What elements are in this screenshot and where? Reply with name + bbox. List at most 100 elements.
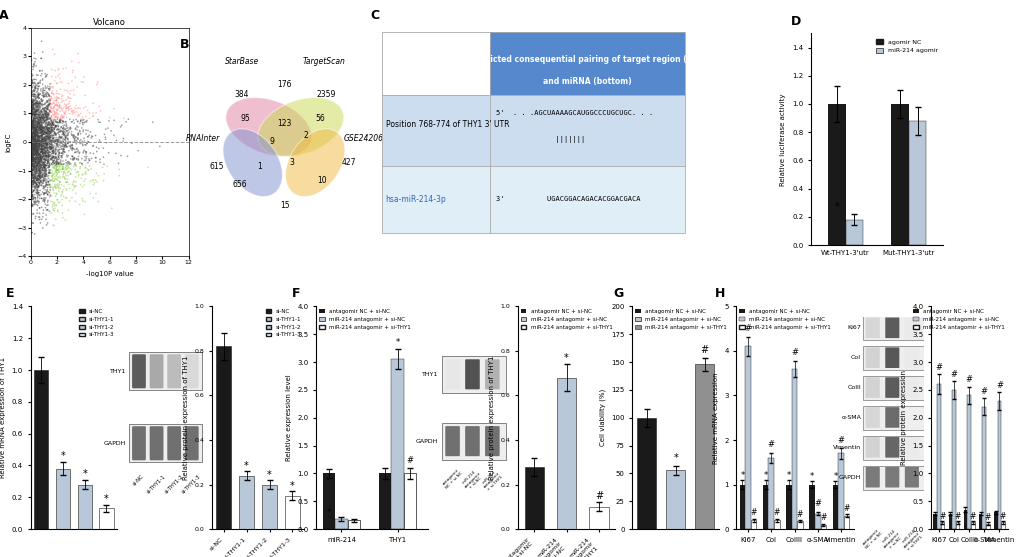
Point xyxy=(25,98,42,107)
Point xyxy=(24,154,41,163)
Point xyxy=(49,155,65,164)
FancyBboxPatch shape xyxy=(441,423,505,460)
Point xyxy=(26,159,43,168)
Point xyxy=(31,151,47,160)
Point xyxy=(23,112,40,121)
Point xyxy=(43,126,59,135)
Point xyxy=(35,126,51,135)
Bar xyxy=(524,467,543,529)
Point xyxy=(24,130,41,139)
Bar xyxy=(695,364,713,529)
Point xyxy=(44,131,60,140)
Text: #: # xyxy=(980,387,986,396)
Point xyxy=(29,162,45,171)
Point xyxy=(40,218,56,227)
Point xyxy=(38,140,54,149)
Point xyxy=(50,124,66,133)
Point xyxy=(40,138,56,147)
Point xyxy=(38,134,54,143)
Point xyxy=(30,146,46,155)
Point xyxy=(71,200,88,209)
Point xyxy=(42,123,58,132)
Point xyxy=(51,136,67,145)
Point xyxy=(24,139,41,148)
Point xyxy=(24,153,41,162)
Point xyxy=(40,151,56,160)
Point xyxy=(37,135,53,144)
Point xyxy=(58,193,74,202)
Point xyxy=(34,128,50,137)
Point xyxy=(23,144,40,153)
Point xyxy=(26,141,43,150)
Point xyxy=(34,123,50,132)
Point xyxy=(26,132,43,141)
Point xyxy=(31,175,47,184)
Point xyxy=(28,106,44,115)
Point xyxy=(55,164,71,173)
Point xyxy=(25,133,42,141)
Point xyxy=(35,188,51,197)
Text: #: # xyxy=(700,345,708,355)
Point xyxy=(37,139,53,148)
Point xyxy=(61,184,77,193)
Point xyxy=(26,147,43,156)
Point xyxy=(26,108,43,117)
Point xyxy=(43,136,59,145)
Point xyxy=(34,114,50,123)
Point xyxy=(45,152,61,161)
Point xyxy=(25,140,42,149)
Point xyxy=(58,120,74,129)
Point xyxy=(48,73,64,82)
Point xyxy=(24,161,41,170)
Point xyxy=(51,102,67,111)
Point xyxy=(29,148,45,157)
Point xyxy=(23,119,40,128)
Point xyxy=(40,105,56,114)
Point xyxy=(34,134,50,143)
Point xyxy=(32,109,48,118)
Point xyxy=(26,146,43,155)
Point xyxy=(52,125,68,134)
Point xyxy=(26,145,43,154)
Point xyxy=(49,157,65,165)
Point xyxy=(41,127,57,136)
Point xyxy=(52,114,68,123)
Point xyxy=(24,173,41,182)
Point xyxy=(37,200,53,209)
Point xyxy=(24,131,41,140)
Point xyxy=(23,155,40,164)
Point xyxy=(36,143,52,152)
Point xyxy=(26,149,43,158)
Point xyxy=(31,129,47,138)
Point xyxy=(38,135,54,144)
Point xyxy=(119,152,136,161)
Point xyxy=(43,126,59,135)
Point xyxy=(29,148,45,157)
Point xyxy=(46,177,62,185)
Point xyxy=(40,139,56,148)
Point xyxy=(43,102,59,111)
Point xyxy=(43,121,59,130)
Point xyxy=(52,85,68,94)
Point xyxy=(31,114,47,123)
Point xyxy=(35,166,51,175)
Point xyxy=(26,103,43,112)
Point xyxy=(28,141,44,150)
Text: si-THY1-3: si-THY1-3 xyxy=(181,473,202,495)
Point xyxy=(24,145,41,154)
Point xyxy=(46,123,62,132)
Point xyxy=(31,105,47,114)
Point xyxy=(26,145,43,154)
Point xyxy=(62,86,78,95)
Point xyxy=(29,119,45,128)
Bar xyxy=(767,458,773,529)
Point xyxy=(42,119,58,128)
Point xyxy=(28,126,44,135)
Point xyxy=(48,153,64,162)
Point xyxy=(24,99,41,108)
Point xyxy=(28,125,44,134)
Point xyxy=(57,108,73,116)
Point xyxy=(30,161,46,170)
Point xyxy=(34,139,50,148)
Point xyxy=(40,183,56,192)
